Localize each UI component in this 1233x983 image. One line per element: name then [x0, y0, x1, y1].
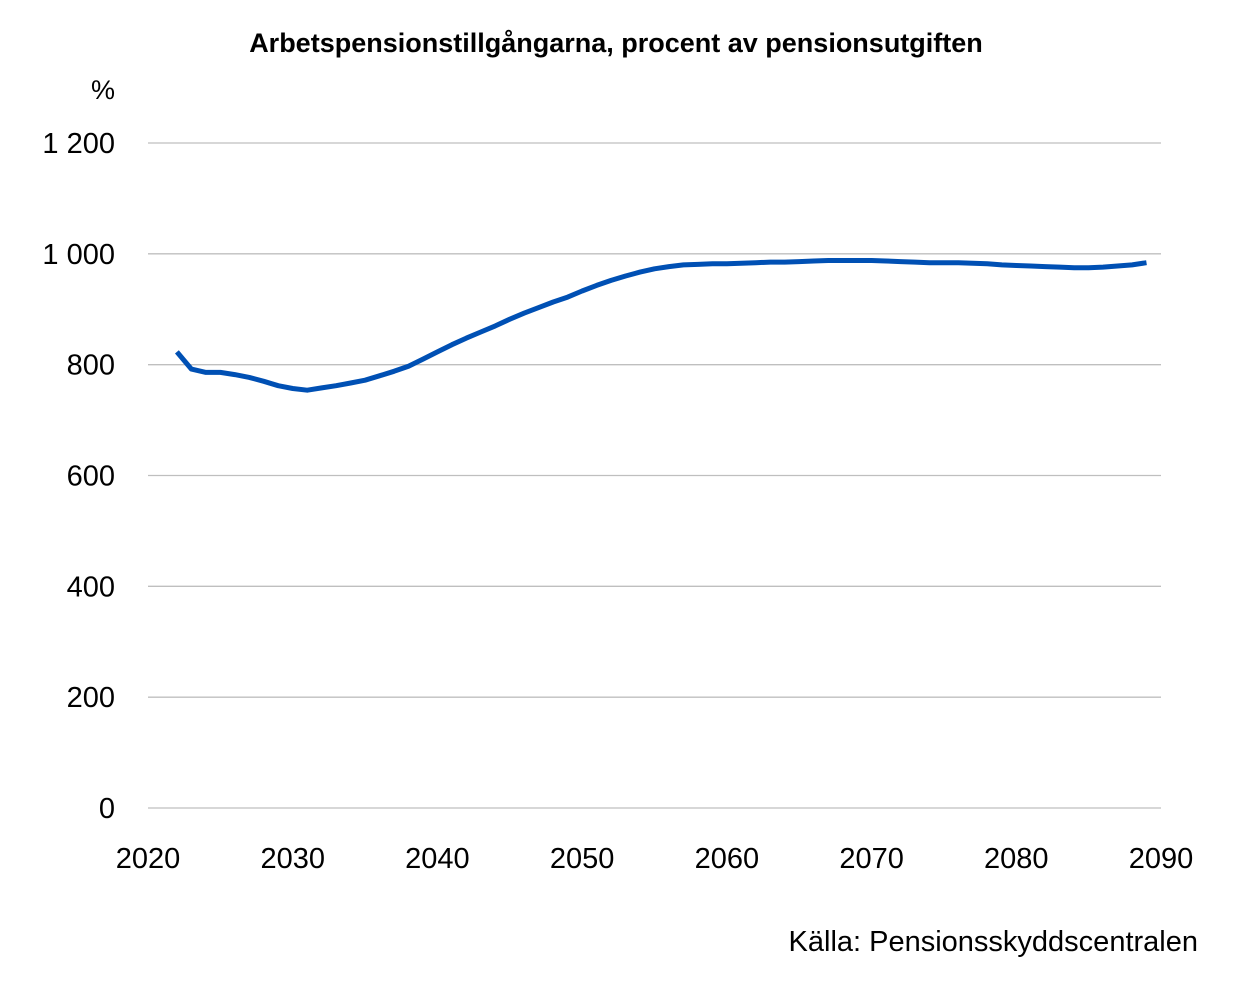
y-tick-label: 400	[67, 571, 115, 603]
chart-title: Arbetspensionstillgångarna, procent av p…	[249, 28, 983, 58]
x-tick-label: 2060	[695, 843, 760, 875]
x-tick-label: 2040	[405, 843, 470, 875]
y-axis-unit-label: %	[91, 75, 115, 105]
x-tick-label: 2070	[839, 843, 904, 875]
y-tick-label: 600	[67, 461, 115, 493]
y-tick-label: 1 000	[42, 239, 115, 271]
x-tick-label: 2020	[116, 843, 181, 875]
gridlines	[148, 142, 1161, 809]
y-tick-label: 1 200	[42, 128, 115, 160]
y-tick-label: 800	[67, 350, 115, 382]
y-axis-tick-labels: 0 200 400 600 800 1 000 1 200	[42, 128, 115, 825]
x-tick-label: 2050	[550, 843, 615, 875]
source-label: Källa: Pensionsskyddscentralen	[789, 926, 1198, 958]
y-tick-label: 200	[67, 682, 115, 714]
x-axis-tick-labels: 2020 2030 2040 2050 2060 2070 2080 2090	[116, 843, 1194, 875]
series-line-0	[174, 258, 1147, 393]
x-tick-label: 2090	[1129, 843, 1194, 875]
y-tick-label: 0	[99, 793, 115, 825]
series-layer	[174, 258, 1147, 393]
x-tick-label: 2080	[984, 843, 1049, 875]
x-tick-label: 2030	[260, 843, 325, 875]
